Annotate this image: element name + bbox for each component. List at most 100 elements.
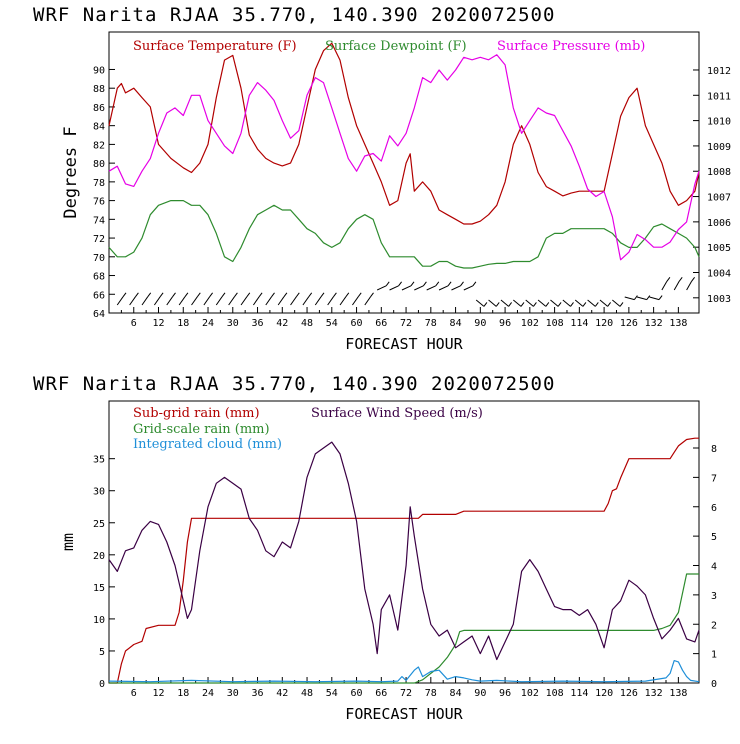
temp-x-tick-label: 54	[326, 318, 338, 329]
wind-barb-flag	[246, 292, 251, 298]
wind-barb	[624, 296, 635, 301]
temp-x-tick-label: 132	[645, 318, 663, 329]
rain-series-sub-grid-rain-mm	[109, 437, 699, 684]
rain-x-tick-label: 78	[425, 688, 437, 699]
wind-barb	[562, 299, 571, 307]
wind-barb	[228, 296, 235, 306]
temp-x-tick-label: 120	[595, 318, 613, 329]
wind-barb	[240, 296, 248, 306]
rain-legend-item: Surface Wind Speed (m/s)	[311, 406, 483, 421]
wind-barb-flag	[370, 292, 374, 298]
rain-y2-tick-label: 1	[711, 650, 717, 661]
wind-barb-flag	[472, 281, 477, 287]
wind-barb	[389, 285, 399, 291]
temp-y2-tick-label: 1005	[707, 243, 731, 254]
temp-x-tick-label: 66	[375, 318, 387, 329]
wind-barb	[339, 296, 347, 306]
wind-barb	[537, 299, 547, 307]
rain-y-tick-label: 20	[93, 551, 105, 562]
rain-x-tick-label: 18	[177, 688, 189, 699]
temp-x-tick-label: 90	[474, 318, 486, 329]
wind-barb-flag	[410, 281, 415, 287]
temp-x-tick-label: 102	[521, 318, 539, 329]
wind-barb-flag	[495, 302, 500, 307]
rain-y2-tick-label: 2	[711, 620, 717, 631]
wind-barb	[265, 296, 272, 306]
wind-barb-flag	[594, 302, 599, 307]
rain-x-tick-label: 36	[252, 688, 264, 699]
rain-x-tick-label: 48	[301, 688, 313, 699]
temp-y2-tick-label: 1010	[707, 117, 731, 128]
wind-barb	[352, 296, 359, 306]
wind-barb-flag	[283, 292, 288, 298]
rain-y-tick-label: 30	[93, 487, 105, 498]
wind-barb	[129, 296, 136, 306]
wind-barb	[488, 299, 497, 307]
wind-barb	[141, 296, 149, 306]
wind-barb	[153, 296, 161, 306]
wind-barb-flag	[172, 292, 176, 298]
rain-y-tick-label: 0	[99, 679, 105, 690]
wind-barb	[290, 296, 297, 306]
wind-barb-flag	[422, 281, 427, 287]
rain-x-tick-label: 114	[570, 688, 588, 699]
temp-y-tick-label: 68	[93, 272, 105, 283]
rain-x-tick-label: 30	[227, 688, 239, 699]
rain-y2-tick-label: 5	[711, 532, 717, 543]
wind-barb	[191, 296, 198, 306]
temp-y2-tick-label: 1004	[707, 268, 731, 279]
wind-barb-flag	[447, 281, 452, 287]
temp-x-tick-label: 36	[252, 318, 264, 329]
rain-y2-tick-label: 7	[711, 473, 717, 484]
wind-barb-flag	[508, 302, 513, 307]
wind-barb-flag	[460, 281, 464, 287]
rain-legend-item: Grid-scale rain (mm)	[133, 422, 270, 437]
wind-barb	[636, 296, 647, 301]
wind-barb	[451, 285, 461, 291]
temp-x-tick-label: 108	[546, 318, 564, 329]
rain-x-tick-label: 24	[202, 688, 214, 699]
temp-y2-tick-label: 1007	[707, 193, 731, 204]
wind-barb-flag	[122, 292, 127, 298]
temp-x-tick-label: 72	[400, 318, 412, 329]
wind-barb-flag	[658, 295, 663, 300]
temp-x-tick-label: 114	[570, 318, 588, 329]
wind-barb	[649, 296, 660, 301]
wind-barb-flag	[398, 281, 403, 287]
rain-x-tick-label: 132	[645, 688, 663, 699]
temp-x-tick-label: 60	[351, 318, 363, 329]
wind-barb	[686, 281, 693, 291]
wind-barb	[401, 285, 412, 291]
wind-barb-flag	[520, 302, 525, 307]
rain-y-tick-label: 10	[93, 615, 105, 626]
wind-barb	[673, 281, 680, 291]
temp-x-tick-label: 6	[131, 318, 137, 329]
rain-x-tick-label: 102	[521, 688, 539, 699]
rain-y-tick-label: 5	[99, 647, 105, 658]
rain-x-axis-label: FORECAST HOUR	[345, 705, 463, 723]
temp-y-tick-label: 66	[93, 290, 105, 301]
wind-barb-flag	[607, 302, 611, 307]
temp-y2-tick-label: 1009	[707, 142, 731, 153]
temp-y-tick-label: 84	[93, 122, 105, 133]
wind-barb-flag	[308, 292, 313, 298]
temp-series-surface-pressure-mb	[108, 54, 700, 261]
wind-barb-flag	[233, 292, 238, 298]
rain-x-tick-label: 60	[351, 688, 363, 699]
temp-y2-tick-label: 1003	[707, 294, 731, 305]
rain-x-tick-label: 126	[620, 688, 638, 699]
temp-y2-tick-label: 1006	[707, 218, 731, 229]
wind-barb	[612, 299, 621, 307]
temp-y-tick-label: 90	[93, 65, 105, 76]
wind-barb	[574, 299, 584, 307]
wind-barb	[426, 285, 437, 291]
rain-y2-tick-label: 0	[711, 679, 717, 690]
wind-barb	[215, 296, 223, 306]
wind-barb-flag	[271, 292, 275, 298]
wind-barb-flag	[545, 302, 550, 307]
temp-y2-tick-label: 1011	[707, 91, 731, 102]
temp-y-tick-label: 70	[93, 253, 105, 264]
wind-barb-flag	[345, 292, 350, 298]
rain-series-grid-scale-rain-mm	[109, 573, 699, 684]
